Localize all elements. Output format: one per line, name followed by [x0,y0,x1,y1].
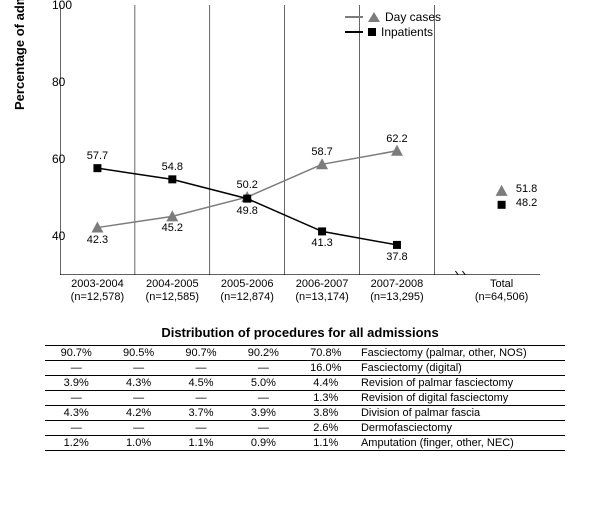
table-row: 90.7%90.5%90.7%90.2%70.8%Fasciectomy (pa… [45,346,565,361]
value-cell: — [107,391,169,406]
table-row: 4.3%4.2%3.7%3.9%3.8%Division of palmar f… [45,406,565,421]
value-cell: 1.2% [45,436,107,451]
value-cell: — [232,421,294,436]
value-cell: 16.0% [295,361,357,376]
value-cell: 3.9% [45,376,107,391]
value-cell: 70.8% [295,346,357,361]
procedure-cell: Fasciectomy (digital) [357,361,565,376]
value-cell: 90.7% [45,346,107,361]
value-cell: — [232,361,294,376]
value-label: 41.3 [311,237,332,249]
x-category-label: 2005-2006(n=12,874) [220,278,274,304]
value-label: 51.8 [516,183,537,195]
square-icon [368,28,376,36]
value-cell: — [170,361,232,376]
value-cell: 4.3% [107,376,169,391]
value-cell: 4.4% [295,376,357,391]
legend-label: Inpatients [381,25,433,39]
value-label: 62.2 [386,133,407,145]
x-category-label: 2004-2005(n=12,585) [146,278,200,304]
value-cell: 1.1% [170,436,232,451]
x-category-label: 2006-2007(n=13,174) [295,278,349,304]
value-cell: 90.2% [232,346,294,361]
ytick-label: 100 [52,0,54,12]
value-cell: — [45,391,107,406]
procedure-cell: Revision of palmar fasciectomy [357,376,565,391]
value-label: 54.8 [162,161,183,173]
legend-inpatients: Inpatients [345,25,441,39]
value-label: 48.2 [516,197,537,209]
triangle-icon [368,12,380,22]
table-row: 1.2%1.0%1.1%0.9%1.1%Amputation (finger, … [45,436,565,451]
x-total-label: Total(n=64,506) [475,278,529,304]
value-cell: 5.0% [232,376,294,391]
value-cell: 1.0% [107,436,169,451]
table-row: 3.9%4.3%4.5%5.0%4.4%Revision of palmar f… [45,376,565,391]
value-cell: — [107,421,169,436]
value-label: 58.7 [311,146,332,158]
value-label: 42.3 [87,234,108,246]
value-cell: 3.7% [170,406,232,421]
value-cell: — [107,361,169,376]
chart-area: 40608010042.345.250.258.762.251.857.754.… [60,5,540,275]
value-cell: 90.7% [170,346,232,361]
value-cell: 0.9% [232,436,294,451]
value-cell: 4.2% [107,406,169,421]
value-cell: — [45,421,107,436]
legend-day-cases: Day cases [345,10,441,24]
procedure-table: 90.7%90.5%90.7%90.2%70.8%Fasciectomy (pa… [45,345,565,451]
ytick-label: 40 [52,229,54,243]
table-row: ————2.6%Dermofasciectomy [45,421,565,436]
value-label: 57.7 [87,150,108,162]
value-cell: — [232,391,294,406]
procedure-cell: Division of palmar fascia [357,406,565,421]
value-cell: 1.3% [295,391,357,406]
procedure-cell: Amputation (finger, other, NEC) [357,436,565,451]
procedure-cell: Fasciectomy (palmar, other, NOS) [357,346,565,361]
chart-svg [60,5,540,275]
value-cell: — [170,391,232,406]
x-category-label: 2003-2004(n=12,578) [71,278,125,304]
value-cell: 4.5% [170,376,232,391]
value-cell: — [45,361,107,376]
value-cell: 3.8% [295,406,357,421]
value-cell: 4.3% [45,406,107,421]
value-cell: — [170,421,232,436]
x-axis-title: Distribution of procedures for all admis… [0,325,600,340]
ytick-label: 80 [52,75,54,89]
procedure-cell: Revision of digital fasciectomy [357,391,565,406]
value-label: 49.8 [236,205,257,217]
value-label: 37.8 [386,251,407,263]
ytick-label: 60 [52,152,54,166]
value-cell: 90.5% [107,346,169,361]
value-label: 50.2 [236,179,257,191]
y-axis-label: Percentage of admissions [12,0,27,110]
value-label: 45.2 [162,222,183,234]
value-cell: 3.9% [232,406,294,421]
procedure-cell: Dermofasciectomy [357,421,565,436]
table-row: ————16.0%Fasciectomy (digital) [45,361,565,376]
value-cell: 2.6% [295,421,357,436]
x-category-label: 2007-2008(n=13,295) [370,278,424,304]
figure-root: { "chart": { "type": "line", "ylabel": "… [0,0,600,514]
legend: Day cases Inpatients [345,10,441,40]
value-cell: 1.1% [295,436,357,451]
legend-label: Day cases [385,10,441,24]
table-row: ————1.3%Revision of digital fasciectomy [45,391,565,406]
